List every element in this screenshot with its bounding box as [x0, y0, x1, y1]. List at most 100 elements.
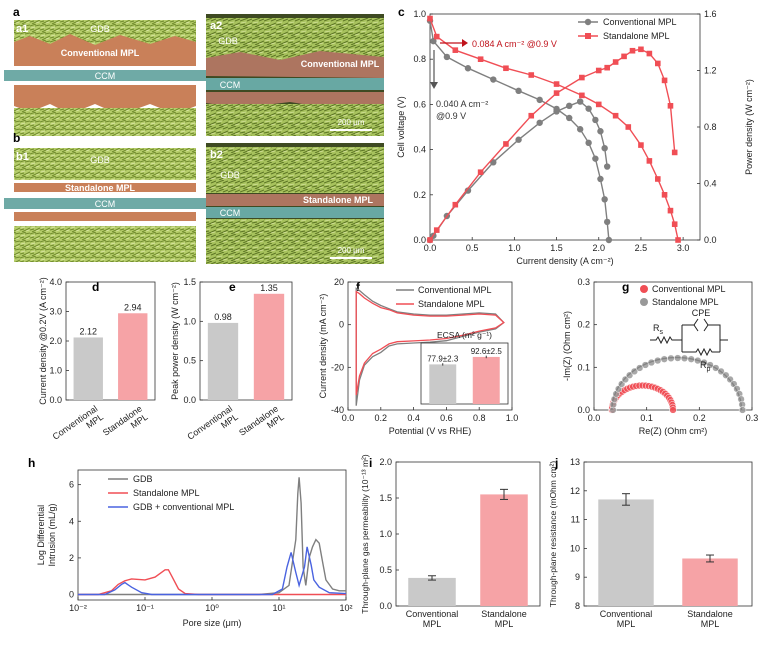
bar-value-label: 2.12 [79, 326, 97, 336]
y-axis-label: -Im(Z) (Ohm cm²) [562, 311, 572, 381]
legend-label: Conventional MPL [418, 285, 492, 295]
plot-frame [347, 281, 513, 411]
annotation-arrowhead [462, 39, 468, 47]
data-point [706, 361, 714, 369]
bar [73, 337, 103, 400]
y-axis-label: Intrusion (mL/g) [47, 503, 57, 566]
x-tick-label: 0.0 [588, 413, 601, 423]
annotation-gray: @0.9 V [436, 111, 466, 121]
x-tick-label: 0.5 [466, 243, 479, 253]
bar [682, 558, 738, 606]
data-point [647, 358, 656, 367]
data-point [738, 406, 747, 414]
data-point [630, 367, 639, 376]
y-tick-label: 0.0 [183, 395, 196, 405]
y-tick-label: 2.0 [379, 457, 392, 467]
category-label: StandaloneMPL [237, 403, 286, 446]
x-tick-label: 0.6 [440, 413, 453, 423]
panel-label-h: h [28, 456, 35, 470]
category-label: MPL [617, 619, 636, 629]
label-ccm: CCM [95, 71, 116, 81]
y-tick-label: 13 [570, 457, 580, 467]
data-point [553, 108, 560, 115]
legend-marker [584, 18, 592, 26]
data-point [595, 67, 602, 74]
y-axis-label: Log Differential [36, 505, 46, 565]
y-tick-label: 20 [334, 277, 344, 287]
label-ccm: CCM [220, 208, 241, 218]
sem-a2: a2 GDB Conventional MPL CCM 200 μm [206, 14, 384, 136]
x-tick-label: 0.2 [693, 413, 706, 423]
x-tick-label: 1.5 [550, 243, 563, 253]
data-point [601, 196, 608, 203]
bar [207, 322, 239, 400]
y-tick-label: 4.0 [49, 277, 62, 287]
data-point [536, 119, 543, 126]
data-point [621, 53, 627, 60]
y-axis-label: Power density (W cm⁻²) [744, 79, 754, 175]
circuit-label-cpe: CPE [692, 308, 711, 318]
y-tick-label: 0.0 [704, 235, 717, 245]
data-point [654, 356, 662, 365]
panel-label-j: j [554, 456, 558, 470]
category-label: MPL [495, 619, 514, 629]
y-axis-label: Cell voltage (V) [396, 96, 406, 158]
panel-c: c 0.0 0.5 1.0 1.5 2.0 2.5 3.0 0.0 0.2 0.4 0.6 0.8 1.… [396, 5, 754, 266]
sem-b2: b2 GDB Standalone MPL CCM 200 μm [206, 143, 384, 264]
panel-f: f 0.0 0.2 0.4 0.6 0.8 1.0 -40 -20 0 20 Potential (… [318, 277, 518, 436]
label-a1: a1 [16, 23, 28, 35]
y-tick-label: 6 [69, 480, 74, 490]
label-standalone-mpl: Standalone MPL [65, 183, 136, 193]
data-point [566, 102, 573, 110]
schematic-a1: a1 GDB Conventional MPL CCM [4, 20, 206, 136]
inset-value-label: 77.9±2.3 [427, 354, 459, 363]
data-point [671, 149, 678, 156]
label-ccm: CCM [220, 80, 241, 90]
x-tick-label: 10² [339, 603, 352, 613]
label-b2: b2 [210, 149, 223, 161]
data-point [579, 92, 585, 99]
y-tick-label: 0.5 [379, 565, 392, 575]
data-point [536, 96, 543, 104]
y-tick-label: 3.0 [49, 307, 62, 317]
category-label: Conventional [600, 609, 653, 619]
data-point [528, 112, 535, 119]
data-point [605, 236, 613, 244]
data-point [687, 355, 695, 363]
y-axis-label: Current density (mA cm⁻²) [318, 294, 328, 399]
x-tick-label: 0.4 [407, 413, 420, 423]
category-label: Conventional [406, 609, 459, 619]
sem-mpl-top [206, 51, 384, 78]
panel-i: i 0.0 0.5 1.0 1.5 2.0 Through-plane gas perme… [360, 454, 541, 629]
mpl-layer-bottom [14, 85, 196, 115]
label-gdb: GDB [90, 155, 110, 165]
data-point [477, 169, 484, 175]
y-tick-label: 0.6 [413, 99, 426, 109]
category-label: ConventionalMPL [51, 403, 106, 450]
annotation-arrowhead [430, 82, 438, 89]
circuit-label-rs: Rs [653, 323, 664, 336]
ccm-layer [4, 198, 206, 209]
x-tick-label: 10⁰ [205, 603, 219, 613]
y-tick-label: 1.0 [379, 529, 392, 539]
y-axis-label: Through-plane gas permeability (10⁻¹³ m²… [360, 454, 370, 614]
data-point [503, 141, 509, 147]
panel-label-g: g [622, 280, 629, 294]
panel-a: a a1 GDB Conventional MPL CCM a2 GDB Con… [4, 5, 384, 136]
inset-bar [472, 356, 500, 404]
data-point [667, 207, 674, 214]
y-tick-label: 0.1 [577, 362, 590, 372]
y-tick-label: 1.0 [183, 316, 196, 326]
legend-marker [640, 298, 648, 306]
y-tick-label: 1.2 [704, 66, 717, 76]
data-point [641, 361, 649, 369]
series-line [429, 48, 676, 241]
category-label: MPL [701, 619, 720, 629]
y-tick-label: 1.6 [704, 9, 717, 19]
data-point [674, 354, 682, 362]
inset-title: ECSA (m² g⁻¹) [437, 330, 492, 340]
ccm-layer [4, 70, 206, 81]
legend-label: GDB [133, 474, 153, 484]
data-point [515, 87, 522, 95]
